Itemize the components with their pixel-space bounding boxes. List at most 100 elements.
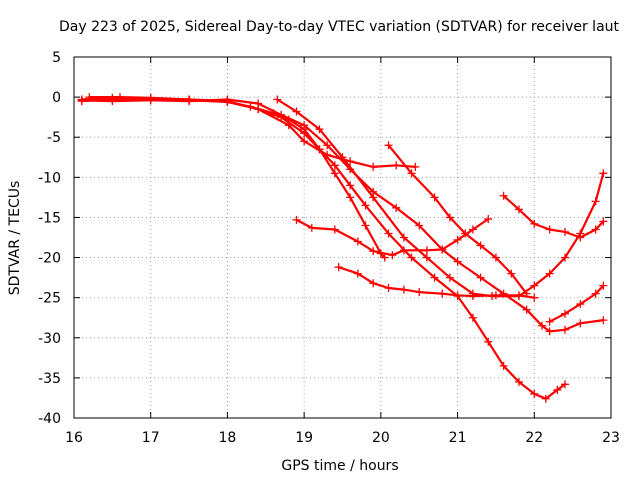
y-tick-label: -10 [38,170,61,186]
data-point [315,125,324,134]
series-line [80,98,386,259]
data-point [576,300,585,309]
y-tick-label: 0 [52,90,61,106]
data-point [392,203,401,212]
data-point [438,245,447,254]
data-point [388,251,397,260]
data-point [116,93,125,102]
data-point [499,361,508,370]
data-point [491,253,500,262]
data-point [284,121,293,130]
y-tick-label: -30 [38,331,61,347]
data-point [591,289,600,298]
series-10 [545,281,608,326]
data-point [353,237,362,246]
data-point [292,215,301,224]
data-point [445,213,454,222]
data-point [545,269,554,278]
series-line [276,98,605,298]
data-point [323,141,332,150]
data-point [599,281,608,290]
data-point [300,121,309,130]
data-point [530,389,539,398]
series-line [502,194,605,239]
y-tick-label: -15 [38,210,61,226]
y-tick-label: -35 [38,371,61,387]
data-point [468,292,477,301]
data-point [591,225,600,234]
data-point [545,327,554,336]
data-point [415,221,424,230]
x-tick-label: 21 [449,430,467,446]
x-tick-label: 18 [219,430,237,446]
data-point [407,253,416,262]
data-point [346,181,355,190]
y-tick-label: -5 [47,130,61,146]
data-point [415,288,424,297]
data-point [530,281,539,290]
tick-layer [73,56,612,419]
data-point [576,319,585,328]
data-point [484,215,493,224]
data-point [438,289,447,298]
data-point [273,95,282,104]
data-point [507,269,516,278]
data-point [491,291,500,300]
data-point [346,157,355,166]
data-point [445,273,454,282]
data-point [422,253,431,262]
data-point [384,284,393,293]
x-tick-label: 20 [372,430,390,446]
data-point [185,97,194,106]
data-point [530,219,539,228]
y-tick-labels: 5 0 -5 -10 -15 -20 -25 -30 -35 -40 [38,50,61,427]
data-point [499,191,508,200]
data-point [422,246,431,255]
data-point [369,193,378,202]
data-point [353,269,362,278]
data-point [591,197,600,206]
data-point [453,291,462,300]
x-tick-labels: 16 17 18 19 20 21 22 23 [65,430,620,446]
data-point [484,337,493,346]
data-point [476,241,485,250]
data-point [599,217,608,226]
data-point [453,235,462,244]
data-point [300,137,309,146]
y-tick-label: 5 [52,50,61,66]
plot-frame [73,56,612,419]
data-point [292,107,301,116]
x-tick-label: 16 [65,430,83,446]
data-point [430,193,439,202]
data-point [468,225,477,234]
series-1 [77,95,389,262]
grid-layer [74,57,611,418]
y-axis-title: SDTVAR / TECUs [7,181,23,296]
data-point [384,229,393,238]
data-point [369,162,378,171]
data-point [545,225,554,234]
x-tick-label: 19 [295,430,313,446]
data-point [407,169,416,178]
y-tick-label: -20 [38,251,61,267]
data-point [541,394,550,403]
data-point [599,169,608,178]
data-point [108,97,117,106]
data-point [576,233,585,242]
series-9 [334,263,539,302]
data-point [300,129,309,138]
data-point [369,247,378,256]
data-point [361,201,370,210]
series-line [88,96,417,168]
data-point [560,309,569,318]
data-point [369,279,378,288]
data-point [537,321,546,330]
data-point [553,385,562,394]
data-point [146,96,155,105]
data-point [384,141,393,150]
data-point [346,193,355,202]
data-point [323,150,332,159]
data-point [560,227,569,236]
